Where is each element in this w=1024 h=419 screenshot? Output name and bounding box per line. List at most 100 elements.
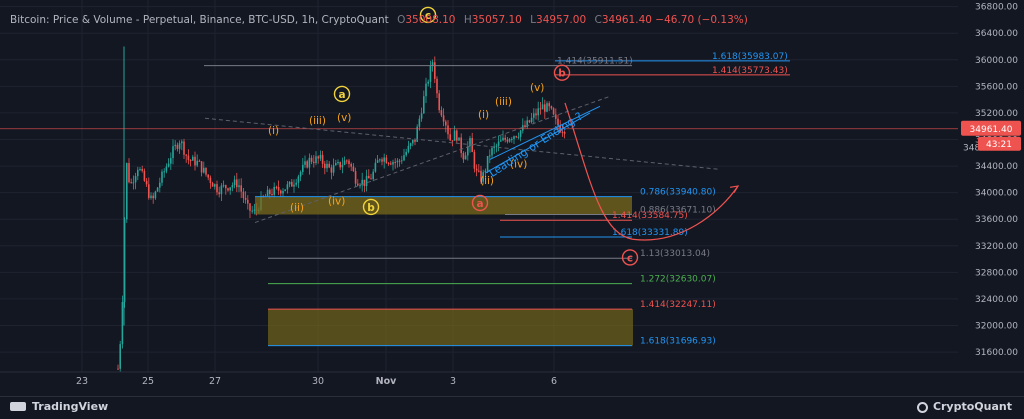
candle-body (407, 145, 410, 152)
y-tick-label: 31600.00 (975, 348, 1018, 358)
candle-body (249, 203, 251, 211)
x-tick-label: 23 (76, 376, 88, 387)
candle-body (401, 160, 403, 162)
candle-body (247, 199, 249, 204)
y-tick-label: 34000.00 (975, 189, 1018, 199)
candle-body (403, 155, 405, 161)
candle-body (359, 185, 361, 187)
candle-body (502, 137, 504, 141)
candle-body (172, 146, 174, 159)
candle-body (508, 139, 511, 142)
candle-body (548, 103, 550, 107)
projected-path (564, 102, 739, 241)
candle-body (563, 131, 566, 134)
candle-body (348, 160, 350, 164)
candle-body (271, 193, 273, 195)
fib-level-label: 1.414(35911.51) (557, 57, 633, 67)
candle-body (291, 181, 293, 187)
fib-level-label: 0.786(33940.80) (640, 188, 716, 198)
candle-body (396, 160, 399, 163)
candle-body (517, 136, 520, 138)
x-tick-label: 3 (450, 376, 456, 387)
candle-body (489, 155, 491, 157)
candle-body (200, 161, 203, 173)
candle-body (537, 108, 539, 116)
candle-body (308, 157, 311, 168)
candle-body (500, 140, 502, 142)
candle-body (277, 187, 280, 191)
candle-body (319, 154, 322, 159)
candle-body (420, 113, 423, 119)
wave-label: (v) (530, 82, 544, 94)
candle-body (436, 78, 438, 94)
candle-body (535, 113, 537, 116)
candle-body (354, 171, 357, 184)
fib-level-label: 1.13(33013.04) (640, 249, 710, 259)
candle-body (546, 103, 548, 112)
footer-bar: TradingView CryptoQuant (0, 396, 1024, 419)
candle-body (394, 162, 396, 164)
candle-body (315, 156, 317, 164)
candle-body (374, 162, 377, 172)
candle-body (132, 182, 135, 184)
candle-body (225, 185, 227, 189)
candle-body (522, 125, 524, 131)
candle-body (524, 125, 526, 128)
x-tick-label: Nov (376, 376, 397, 387)
candle-body (145, 180, 148, 185)
chart-title: Bitcoin: Price & Volume - Perpetual, Bin… (10, 14, 389, 26)
candle-body (317, 156, 319, 159)
candle-body (475, 168, 478, 171)
candle-body (218, 192, 220, 195)
wave-label: (i) (268, 125, 279, 137)
x-tick-label: 30 (312, 376, 324, 387)
candle-body (192, 156, 194, 161)
candle-body (288, 181, 291, 185)
fib-level-label: 1.414(33584.75) (612, 211, 688, 221)
wave-label: (v) (337, 112, 351, 124)
candle-body (148, 184, 150, 198)
candle-body (552, 108, 555, 115)
wave-label: (iv) (510, 158, 527, 170)
candle-body (440, 110, 443, 116)
candle-body (306, 161, 308, 168)
candle-body (453, 130, 456, 141)
candle-body (222, 185, 225, 187)
candle-body (486, 155, 489, 171)
cryptoquant-brand[interactable]: CryptoQuant (916, 400, 1012, 413)
tradingview-brand[interactable]: TradingView (10, 400, 108, 413)
candle-body (244, 197, 247, 200)
candle-body (429, 65, 432, 82)
candle-body (469, 138, 471, 147)
candle-body (286, 184, 289, 190)
candle-body (519, 130, 522, 137)
candle-body (240, 185, 242, 192)
high-value: 35057.10 (471, 14, 522, 26)
fib-level-label: 0.886(33671.10) (640, 205, 716, 215)
candle-body (167, 163, 170, 167)
candle-body (372, 171, 374, 180)
candle-body (445, 121, 447, 126)
candle-body (458, 137, 460, 141)
low-value: 34957.00 (536, 14, 587, 26)
candle-body (434, 62, 436, 79)
wave-circle (553, 64, 571, 81)
candle-body (117, 368, 119, 370)
candle-body (189, 160, 192, 162)
candle-body (370, 178, 372, 180)
candle-body (119, 344, 121, 369)
candle-body (216, 184, 218, 193)
candle-body (328, 163, 330, 168)
current-price-tag (961, 120, 1021, 136)
countdown-tag-label: 43:21 (986, 140, 1012, 150)
y-tick-label: 33200.00 (975, 242, 1018, 252)
candle-body (282, 190, 284, 194)
candle-body (515, 136, 517, 138)
annotation-channel-2 (489, 105, 601, 160)
candle-body (205, 167, 207, 175)
candle-body (385, 157, 388, 164)
candle-body (143, 170, 146, 181)
wave-label: (ii) (290, 202, 304, 214)
